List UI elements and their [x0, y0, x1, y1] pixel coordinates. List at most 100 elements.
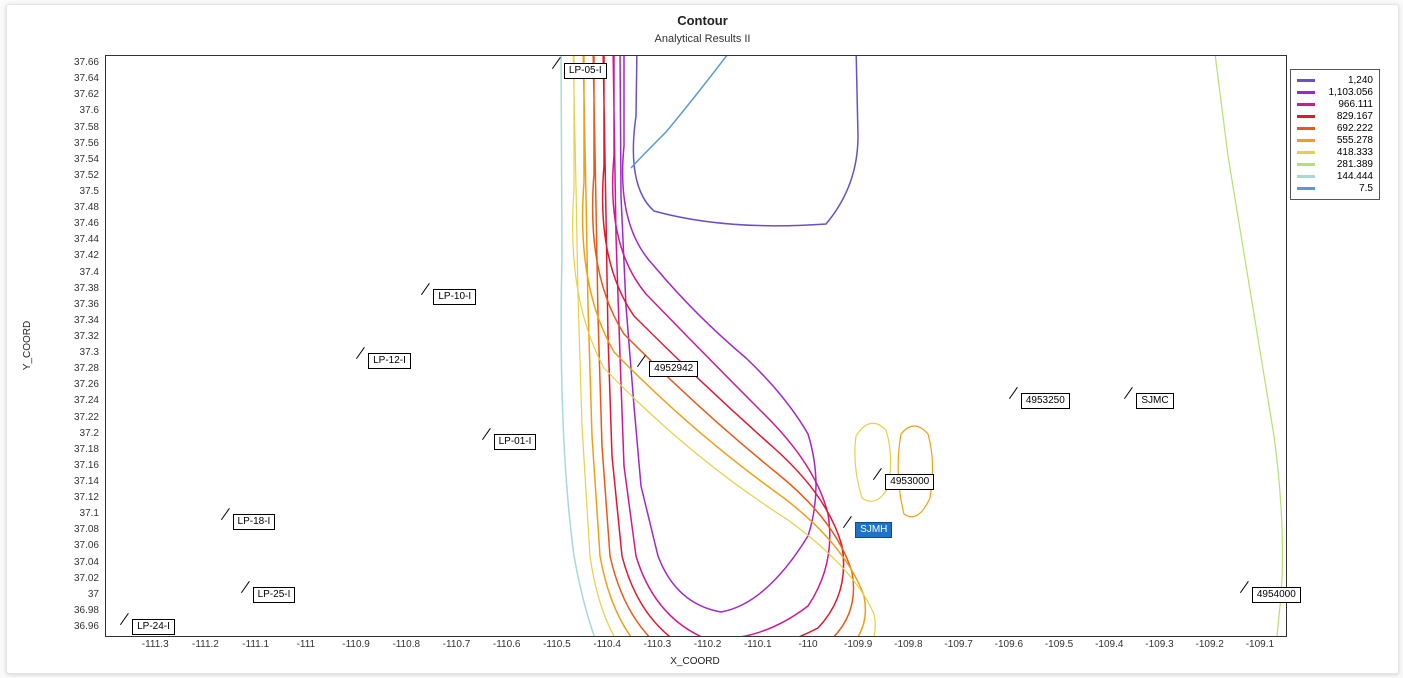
point-label: LP-05-I [564, 63, 607, 79]
legend-label: 966.111 [1321, 99, 1373, 110]
x-tick-label: -109.6 [995, 639, 1023, 650]
x-tick-label: -111.3 [142, 639, 169, 650]
contour-line [631, 56, 734, 168]
legend-label: 692.222 [1321, 123, 1373, 134]
y-tick-label: 37.08 [57, 524, 99, 535]
x-tick-label: -110.5 [543, 639, 571, 650]
y-tick-label: 36.96 [57, 621, 99, 632]
y-tick-label: 37.16 [57, 460, 99, 471]
point-label: LP-12-I [368, 353, 411, 369]
y-tick-label: 37.1 [57, 508, 99, 519]
contour-svg [106, 56, 1286, 636]
plot-area [105, 55, 1287, 637]
x-tick-label: -109.7 [944, 639, 972, 650]
legend-swatch [1297, 91, 1315, 94]
x-tick-label: -110 [798, 639, 817, 650]
x-tick-label: -109.3 [1145, 639, 1173, 650]
y-tick-label: 37.58 [57, 122, 99, 133]
y-tick-label: 37 [57, 589, 99, 600]
legend-swatch [1297, 79, 1315, 82]
point-label: 4953250 [1021, 393, 1070, 409]
legend-item: 829.167 [1297, 111, 1373, 122]
x-tick-label: -110.3 [644, 639, 672, 650]
y-tick-label: 37.44 [57, 234, 99, 245]
y-tick-label: 37.36 [57, 299, 99, 310]
y-tick-label: 37.24 [57, 395, 99, 406]
legend-label: 7.5 [1321, 183, 1373, 194]
legend-swatch [1297, 163, 1315, 166]
legend-item: 144.444 [1297, 171, 1373, 182]
y-tick-label: 37.5 [57, 186, 99, 197]
legend-item: 418.333 [1297, 147, 1373, 158]
y-tick-label: 37.4 [57, 267, 99, 278]
y-tick-label: 37.28 [57, 363, 99, 374]
legend-label: 144.444 [1321, 171, 1373, 182]
legend-swatch [1297, 127, 1315, 130]
legend: 1,2401,103.056966.111829.167692.222555.2… [1290, 69, 1380, 200]
legend-item: 555.278 [1297, 135, 1373, 146]
x-tick-label: -111.2 [192, 639, 219, 650]
legend-swatch [1297, 139, 1315, 142]
x-tick-label: -109.1 [1246, 639, 1274, 650]
legend-item: 692.222 [1297, 123, 1373, 134]
y-tick-label: 37.14 [57, 476, 99, 487]
x-tick-label: -109.8 [894, 639, 922, 650]
x-axis-title: X_COORD [105, 656, 1285, 667]
legend-label: 1,103.056 [1321, 87, 1373, 98]
y-tick-label: 37.26 [57, 379, 99, 390]
y-tick-label: 37.22 [57, 412, 99, 423]
point-label: SJMH [855, 522, 892, 538]
x-tick-label: -109.5 [1045, 639, 1073, 650]
y-tick-label: 37.38 [57, 283, 99, 294]
legend-swatch [1297, 115, 1315, 118]
contour-line [620, 56, 816, 612]
legend-label: 829.167 [1321, 111, 1373, 122]
y-axis-title: Y_COORD [21, 55, 35, 635]
y-tick-label: 37.2 [57, 428, 99, 439]
chart-subtitle: Analytical Results II [7, 33, 1398, 45]
y-tick-label: 37.06 [57, 540, 99, 551]
y-tick-label: 37.48 [57, 202, 99, 213]
point-label: 4954000 [1252, 587, 1301, 603]
x-tick-label: -110.4 [593, 639, 621, 650]
contour-line [603, 56, 844, 636]
y-tick-label: 37.56 [57, 138, 99, 149]
point-label: LP-01-I [494, 434, 537, 450]
legend-label: 281.389 [1321, 159, 1373, 170]
x-tick-label: -109.4 [1095, 639, 1123, 650]
y-tick-label: 37.32 [57, 331, 99, 342]
y-tick-label: 37.04 [57, 557, 99, 568]
x-tick-label: -109.2 [1195, 639, 1223, 650]
y-tick-label: 37.6 [57, 105, 99, 116]
legend-item: 281.389 [1297, 159, 1373, 170]
x-tick-label: -111.1 [242, 639, 269, 650]
y-tick-label: 37.12 [57, 492, 99, 503]
contour-line [633, 56, 858, 226]
y-tick-label: 36.98 [57, 605, 99, 616]
y-tick-label: 37.3 [57, 347, 99, 358]
legend-swatch [1297, 151, 1315, 154]
legend-item: 1,103.056 [1297, 87, 1373, 98]
point-label: 4953000 [885, 474, 934, 490]
legend-item: 966.111 [1297, 99, 1373, 110]
x-tick-label: -110.1 [744, 639, 772, 650]
x-tick-label: -110.9 [342, 639, 370, 650]
y-tick-label: 37.54 [57, 154, 99, 165]
y-tick-label: 37.52 [57, 170, 99, 181]
legend-swatch [1297, 103, 1315, 106]
point-label: LP-25-I [253, 587, 296, 603]
chart-title: Contour [7, 13, 1398, 28]
legend-swatch [1297, 175, 1315, 178]
legend-item: 1,240 [1297, 75, 1373, 86]
contour-line [593, 56, 854, 636]
legend-label: 418.333 [1321, 147, 1373, 158]
point-label: SJMC [1136, 393, 1173, 409]
legend-swatch [1297, 187, 1315, 190]
contour-line [1214, 56, 1282, 636]
point-label: LP-24-I [132, 619, 175, 635]
point-label: LP-10-I [433, 289, 476, 305]
legend-label: 555.278 [1321, 135, 1373, 146]
x-tick-label: -110.2 [694, 639, 722, 650]
contour-line [898, 426, 932, 517]
y-tick-label: 37.66 [57, 57, 99, 68]
